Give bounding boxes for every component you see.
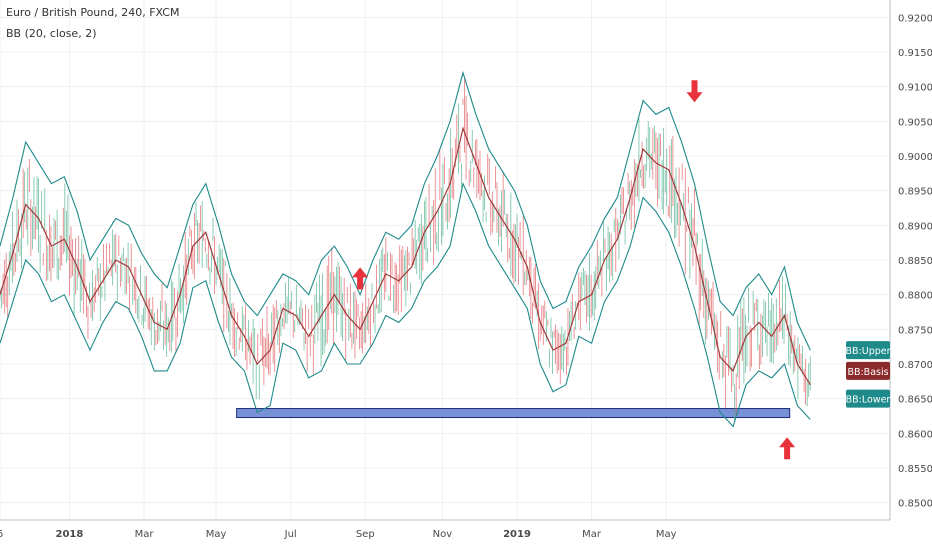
- price-tag-layer: BB:Upper BB:Basis BB:Lower: [846, 341, 891, 408]
- price-tag: BB:Lower: [846, 389, 891, 408]
- support-zone-layer: [236, 408, 791, 419]
- price-tag-bg: [846, 341, 890, 360]
- series-line-bb-upper: [0, 70, 811, 351]
- price-tag-label: BB:Lower: [846, 395, 891, 406]
- series-line-bb-lower: [0, 181, 811, 428]
- x-tick-label: May: [206, 529, 227, 540]
- series-layer: [0, 70, 811, 428]
- support-zone: [236, 408, 791, 419]
- grid-lines: [0, 0, 890, 520]
- x-tick-label: Mar: [135, 529, 155, 540]
- x-tick-label: 2018: [56, 529, 84, 540]
- price-tag-bg: [846, 389, 890, 408]
- x-tick-label: May: [656, 529, 677, 540]
- series-line-bb-basis: [0, 126, 811, 386]
- arrow-layer: [352, 80, 796, 460]
- y-tick-label: 0.85000: [898, 499, 932, 510]
- x-tick-label: Nov: [433, 529, 453, 540]
- x-tick-label: Mar: [582, 529, 602, 540]
- price-tag: BB:Upper: [846, 341, 891, 360]
- x-tick-label: 2019: [503, 529, 531, 540]
- arrow-down: [686, 80, 703, 103]
- price-tag-label: BB:Upper: [846, 346, 891, 357]
- price-tag-bg: [846, 361, 890, 380]
- x-tick-label: Jul: [284, 529, 297, 540]
- price-tag: BB:Basis: [846, 361, 890, 380]
- price-tag-label: BB:Basis: [847, 367, 888, 378]
- arrow-up: [352, 267, 369, 290]
- indicator-label: BB (20, close, 2): [6, 27, 97, 40]
- chart-title: Euro / British Pound, 240, FXCM: [6, 6, 180, 19]
- x-tick-label: 6: [0, 529, 3, 540]
- x-tick-label: Sep: [356, 529, 375, 540]
- arrow-up: [779, 437, 796, 460]
